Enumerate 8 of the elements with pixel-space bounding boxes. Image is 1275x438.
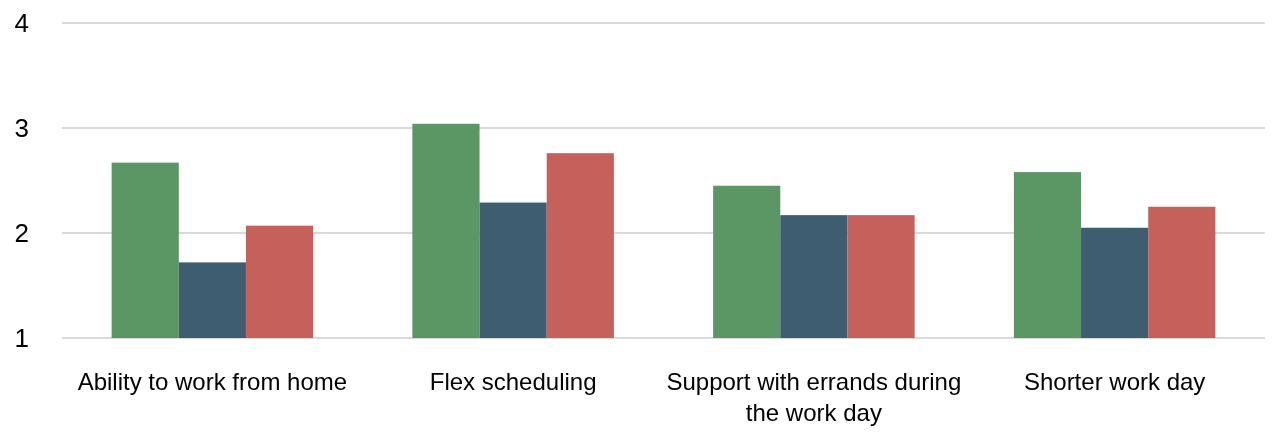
x-tick-label: Shorter work day [1023, 368, 1206, 395]
y-tick-label: 1 [14, 322, 29, 353]
x-tick-label: Ability to work from home [77, 368, 348, 395]
y-tick-label: 2 [14, 217, 29, 248]
x-tick-label: Flex scheduling [429, 368, 597, 395]
y-tick-label: 4 [14, 7, 29, 38]
y-tick-label: 3 [14, 112, 29, 143]
x-tick-label: Support with errands during the work day [666, 368, 962, 427]
